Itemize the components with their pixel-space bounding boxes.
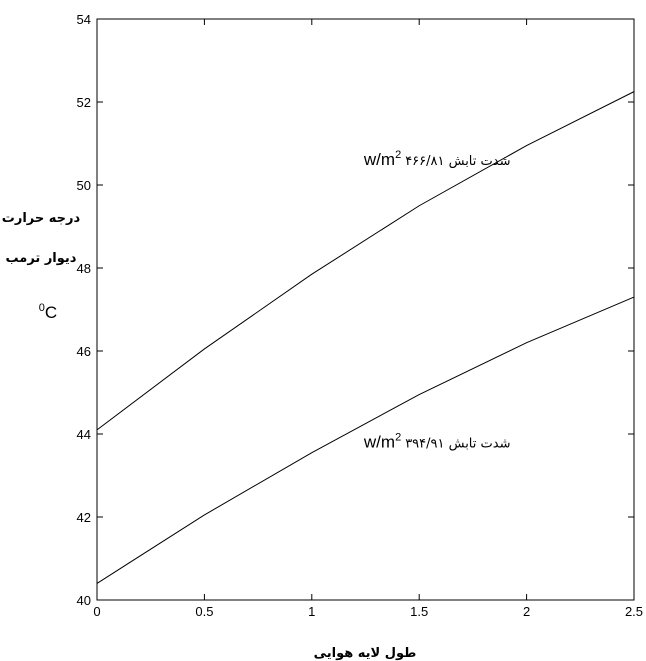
x-tick-label: 2.5 xyxy=(625,604,643,619)
x-axis-label: طول لایه هوایی xyxy=(314,646,417,661)
series-line-2 xyxy=(96,296,635,584)
y-tick-label: 54 xyxy=(77,12,91,27)
x-tick-label: 2 xyxy=(523,604,530,619)
x-tick-label: 1 xyxy=(308,604,315,619)
y-tick-label: 40 xyxy=(77,593,91,608)
series-annotations: w/m2 شدت تابش ۴۶۶/۸۱ w/m2 شدت تابش ۳۹۴/۹۱ xyxy=(363,149,511,451)
x-tick-label: 0.5 xyxy=(195,604,213,619)
series-annotation-label-2: شدت تابش ۳۹۴/۹۱ xyxy=(405,436,510,451)
y-axis-label: درجه حرارت دیوار ترمب 0C xyxy=(2,211,81,322)
series-annotation-unit-2: w/m2 xyxy=(363,431,401,451)
plot-frame xyxy=(96,18,635,601)
y-tick-label: 44 xyxy=(77,427,91,442)
y-tick-label: 52 xyxy=(77,95,91,110)
series-annotation-label-1: شدت تابش ۴۶۶/۸۱ xyxy=(405,154,510,169)
series-lines xyxy=(96,91,635,584)
series-annotation-unit-1: w/m2 xyxy=(363,149,401,169)
y-tick-label: 48 xyxy=(77,261,91,276)
y-tick-label: 46 xyxy=(77,344,91,359)
y-tick-label: 50 xyxy=(77,178,91,193)
y-axis-label-line-1: درجه حرارت xyxy=(2,211,81,226)
series-line-1 xyxy=(96,91,635,431)
x-tick-label: 1.5 xyxy=(410,604,428,619)
y-tick-label: 42 xyxy=(77,510,91,525)
axis-ticks: 0 0.5 1 1.5 2 2.5 40 42 44 46 48 50 52 54 xyxy=(77,12,644,619)
y-axis-label-line-2: دیوار ترمب xyxy=(6,251,77,266)
y-axis-unit: 0C xyxy=(39,302,57,322)
x-tick-label: 0 xyxy=(93,604,100,619)
